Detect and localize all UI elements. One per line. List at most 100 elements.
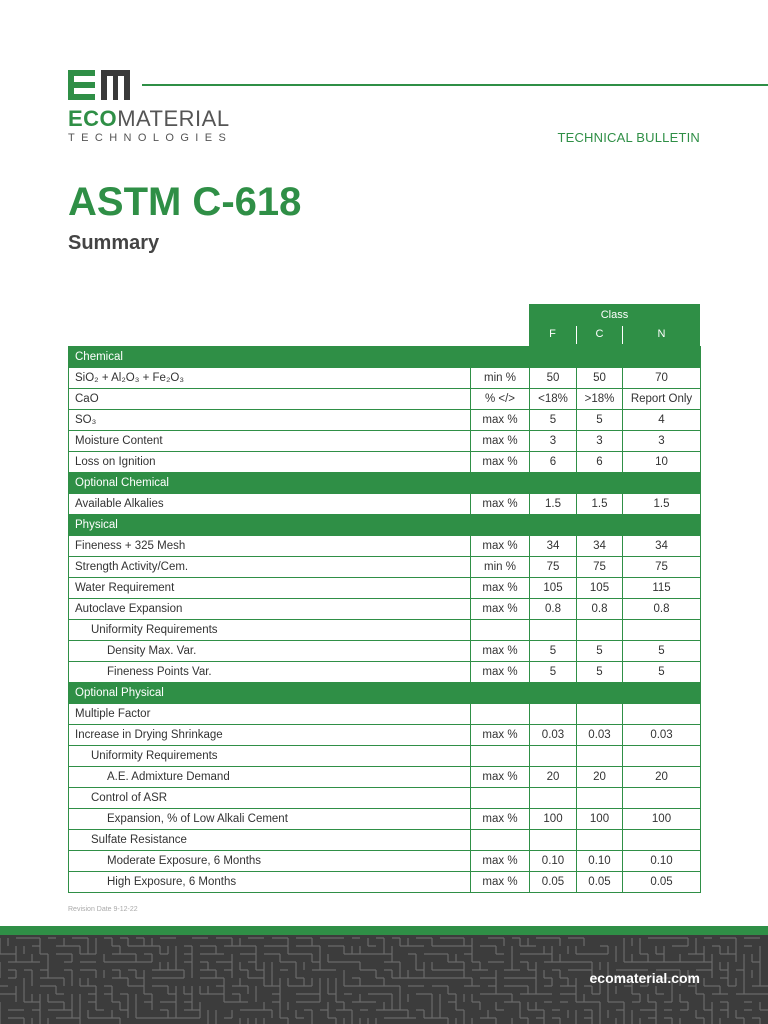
table-row: Water Requirement max % 105 105 115 bbox=[68, 577, 702, 599]
section-header: Optional Chemical bbox=[67, 472, 702, 494]
section-label: Optional Chemical bbox=[67, 472, 702, 494]
property-name: Increase in Drying Shrinkage bbox=[68, 724, 471, 746]
table-row: Increase in Drying Shrinkage max % 0.03 0.0… bbox=[68, 724, 702, 746]
class-column-c: C bbox=[595, 328, 604, 340]
value-class-f: 5 bbox=[529, 661, 577, 683]
value-class-f bbox=[529, 703, 577, 725]
value-class-c: 50 bbox=[576, 367, 623, 389]
limit-unit: % </> bbox=[470, 388, 530, 410]
value-class-n bbox=[621, 829, 702, 851]
section-header: Chemical bbox=[67, 346, 702, 368]
value-class-c: 0.8 bbox=[576, 598, 623, 620]
limit-unit: min % bbox=[470, 556, 530, 578]
value-class-n bbox=[621, 745, 702, 767]
table-row: Available Alkalies max % 1.5 1.5 1.5 bbox=[68, 493, 702, 515]
class-separator bbox=[576, 326, 577, 344]
value-class-n: 1.5 bbox=[621, 493, 702, 515]
limit-unit: max % bbox=[470, 640, 530, 662]
value-class-n: 3 bbox=[621, 430, 702, 452]
limit-unit: max % bbox=[470, 535, 530, 557]
value-class-f bbox=[529, 829, 577, 851]
limit-unit bbox=[470, 703, 530, 725]
value-class-f: 0.10 bbox=[529, 850, 577, 872]
class-column-f: F bbox=[549, 328, 556, 340]
value-class-c bbox=[576, 829, 623, 851]
section-label: Chemical bbox=[67, 346, 702, 368]
value-class-n: 5 bbox=[621, 640, 702, 662]
value-class-c: >18% bbox=[576, 388, 623, 410]
value-class-n: 34 bbox=[621, 535, 702, 557]
value-class-c: 3 bbox=[576, 430, 623, 452]
table-row: Fineness + 325 Mesh max % 34 34 34 bbox=[68, 535, 702, 557]
property-name: Water Requirement bbox=[68, 577, 471, 599]
value-class-f: 3 bbox=[529, 430, 577, 452]
value-class-c: 34 bbox=[576, 535, 623, 557]
class-column-n: N bbox=[657, 328, 666, 340]
property-name: Available Alkalies bbox=[68, 493, 471, 515]
table-row: Loss on Ignition max % 6 6 10 bbox=[68, 451, 702, 473]
value-class-c bbox=[576, 787, 623, 809]
table-row: SiO₂ + Al₂O₃ + Fe₂O₃ min % 50 50 70 bbox=[68, 367, 702, 389]
value-class-c: 100 bbox=[576, 808, 623, 830]
value-class-c: 5 bbox=[576, 661, 623, 683]
property-name: Moderate Exposure, 6 Months bbox=[68, 850, 471, 872]
class-separator bbox=[622, 326, 623, 344]
section-header: Physical bbox=[67, 514, 702, 536]
property-name: Autoclave Expansion bbox=[68, 598, 471, 620]
table-row: Uniformity Requirements bbox=[68, 745, 702, 767]
value-class-n: 115 bbox=[621, 577, 702, 599]
value-class-c: 1.5 bbox=[576, 493, 623, 515]
value-class-f: 5 bbox=[529, 409, 577, 431]
limit-unit: max % bbox=[470, 598, 530, 620]
company-tagline: TECHNOLOGIES bbox=[68, 132, 233, 144]
property-name: Expansion, % of Low Alkali Cement bbox=[68, 808, 471, 830]
property-name: SiO₂ + Al₂O₃ + Fe₂O₃ bbox=[68, 367, 471, 389]
value-class-n: 0.8 bbox=[621, 598, 702, 620]
property-name: CaO bbox=[68, 388, 471, 410]
class-header: Class F C N bbox=[529, 304, 700, 346]
value-class-f bbox=[529, 745, 577, 767]
value-class-f: 0.03 bbox=[529, 724, 577, 746]
property-name: Loss on Ignition bbox=[68, 451, 471, 473]
limit-unit: max % bbox=[470, 871, 530, 893]
table-row: Density Max. Var. max % 5 5 5 bbox=[68, 640, 702, 662]
value-class-c: 5 bbox=[576, 640, 623, 662]
value-class-n: 100 bbox=[621, 808, 702, 830]
limit-unit: max % bbox=[470, 661, 530, 683]
specification-table: Chemical SiO₂ + Al₂O₃ + Fe₂O₃ min % 50 50 70 C… bbox=[67, 346, 702, 893]
property-name: A.E. Admixture Demand bbox=[68, 766, 471, 788]
value-class-c: 0.05 bbox=[576, 871, 623, 893]
property-name: Strength Activity/Cem. bbox=[68, 556, 471, 578]
limit-unit: max % bbox=[470, 409, 530, 431]
table-row: Control of ASR bbox=[68, 787, 702, 809]
technical-bulletin-label: TECHNICAL BULLETIN bbox=[557, 130, 700, 145]
value-class-n bbox=[621, 703, 702, 725]
class-header-label: Class bbox=[600, 309, 629, 321]
limit-unit: max % bbox=[470, 451, 530, 473]
limit-unit: max % bbox=[470, 850, 530, 872]
website-link[interactable]: ecomaterial.com bbox=[589, 970, 701, 986]
property-name: Uniformity Requirements bbox=[68, 619, 471, 641]
footer-pattern-banner bbox=[0, 926, 768, 1024]
limit-unit: max % bbox=[470, 577, 530, 599]
value-class-f: 105 bbox=[529, 577, 577, 599]
table-row: Fineness Points Var. max % 5 5 5 bbox=[68, 661, 702, 683]
value-class-c: 6 bbox=[576, 451, 623, 473]
table-row: Strength Activity/Cem. min % 75 75 75 bbox=[68, 556, 702, 578]
value-class-n: 70 bbox=[621, 367, 702, 389]
specification-table-body: Chemical SiO₂ + Al₂O₃ + Fe₂O₃ min % 50 50 70 C… bbox=[67, 346, 702, 893]
company-name: ECOMATERIAL bbox=[68, 106, 230, 132]
table-row: Uniformity Requirements bbox=[68, 619, 702, 641]
value-class-c: 0.10 bbox=[576, 850, 623, 872]
value-class-n: 0.10 bbox=[621, 850, 702, 872]
table-row: SO₃ max % 5 5 4 bbox=[68, 409, 702, 431]
value-class-f: 0.05 bbox=[529, 871, 577, 893]
value-class-f: 50 bbox=[529, 367, 577, 389]
value-class-c: 5 bbox=[576, 409, 623, 431]
section-header: Optional Physical bbox=[67, 682, 702, 704]
property-name: SO₃ bbox=[68, 409, 471, 431]
property-name: Multiple Factor bbox=[68, 703, 471, 725]
value-class-f: 75 bbox=[529, 556, 577, 578]
limit-unit: max % bbox=[470, 493, 530, 515]
table-row: Multiple Factor bbox=[68, 703, 702, 725]
